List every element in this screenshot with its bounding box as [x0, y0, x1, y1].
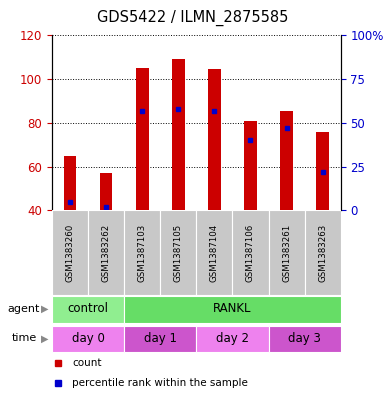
Text: control: control — [68, 302, 109, 316]
Bar — [196, 326, 269, 352]
Bar — [244, 121, 257, 210]
Bar — [88, 210, 124, 295]
Text: ▶: ▶ — [40, 304, 48, 314]
Text: ▶: ▶ — [40, 333, 48, 343]
Bar — [64, 156, 76, 210]
Text: GSM1387106: GSM1387106 — [246, 223, 255, 282]
Bar — [269, 210, 305, 295]
Text: agent: agent — [8, 304, 40, 314]
Bar — [208, 69, 221, 210]
Text: GDS5422 / ILMN_2875585: GDS5422 / ILMN_2875585 — [97, 9, 288, 26]
Text: time: time — [12, 333, 37, 343]
Bar — [280, 111, 293, 210]
Bar — [124, 296, 341, 323]
Text: percentile rank within the sample: percentile rank within the sample — [72, 378, 248, 388]
Bar — [305, 210, 341, 295]
Bar — [124, 210, 160, 295]
Text: day 2: day 2 — [216, 332, 249, 345]
Bar — [136, 68, 149, 210]
Bar — [160, 210, 196, 295]
Bar — [233, 210, 269, 295]
Bar — [316, 132, 329, 210]
Bar — [172, 59, 185, 210]
Text: day 3: day 3 — [288, 332, 321, 345]
Bar — [52, 296, 124, 323]
Text: GSM1383262: GSM1383262 — [102, 223, 110, 282]
Text: GSM1383261: GSM1383261 — [282, 223, 291, 282]
Text: day 1: day 1 — [144, 332, 177, 345]
Text: GSM1387103: GSM1387103 — [138, 223, 147, 282]
Bar — [52, 326, 124, 352]
Bar — [52, 210, 88, 295]
Bar — [124, 326, 196, 352]
Bar — [196, 210, 233, 295]
Text: GSM1387104: GSM1387104 — [210, 223, 219, 282]
Bar — [269, 326, 341, 352]
Text: GSM1383260: GSM1383260 — [65, 223, 75, 282]
Text: GSM1387105: GSM1387105 — [174, 223, 183, 282]
Text: count: count — [72, 358, 102, 368]
Text: RANKL: RANKL — [213, 302, 252, 316]
Text: GSM1383263: GSM1383263 — [318, 223, 327, 282]
Text: day 0: day 0 — [72, 332, 104, 345]
Bar — [100, 173, 112, 210]
